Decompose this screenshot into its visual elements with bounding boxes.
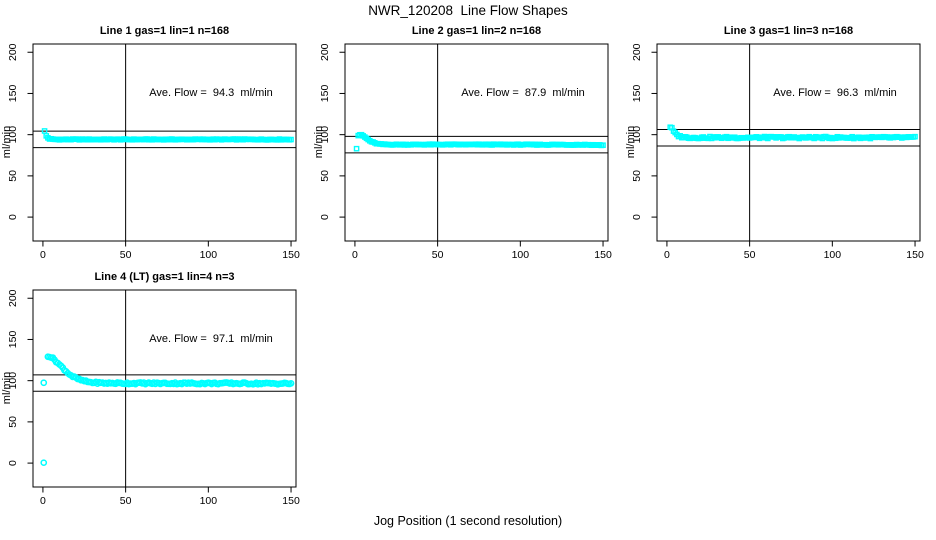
svg-text:150: 150 [282, 249, 300, 261]
svg-text:150: 150 [631, 85, 643, 103]
reference-lines [657, 44, 920, 241]
svg-text:50: 50 [7, 170, 19, 182]
ave-flow-annotation: Ave. Flow = 87.9 ml/min [461, 87, 585, 99]
svg-text:200: 200 [631, 43, 643, 61]
svg-text:50: 50 [432, 249, 444, 261]
panel-line-2: Line 2 gas=1 lin=2 n=168 ml/min Ave. Flo… [312, 20, 624, 267]
svg-text:100: 100 [200, 495, 218, 507]
svg-text:100: 100 [200, 249, 218, 261]
y-axis-ticks: 0 50 100 150 200 [319, 43, 345, 220]
ave-flow-annotation: Ave. Flow = 96.3 ml/min [773, 87, 897, 99]
svg-text:50: 50 [7, 416, 19, 428]
svg-text:150: 150 [594, 249, 612, 261]
panel-title-line-2: Line 2 gas=1 lin=2 n=168 [411, 25, 542, 37]
plot-area-line-2: 0 50 100 150 0 50 100 150 200 [319, 43, 612, 261]
panel-title-line-3: Line 3 gas=1 lin=3 n=168 [723, 25, 854, 37]
svg-text:0: 0 [40, 495, 46, 507]
reference-lines [33, 44, 296, 241]
svg-text:200: 200 [7, 289, 19, 307]
data-point-markers [667, 124, 918, 142]
svg-text:50: 50 [319, 170, 331, 182]
panel-line-1: Line 1 gas=1 lin=1 n=168 ml/min Ave. Flo… [0, 20, 312, 267]
svg-text:150: 150 [7, 85, 19, 103]
data-point-markers [41, 128, 294, 143]
svg-text:0: 0 [664, 249, 670, 261]
ave-flow-annotation: Ave. Flow = 94.3 ml/min [149, 87, 273, 99]
ave-flow-annotation: Ave. Flow = 97.1 ml/min [149, 333, 273, 345]
svg-text:150: 150 [282, 495, 300, 507]
svg-text:0: 0 [40, 249, 46, 261]
data-point-markers [40, 353, 295, 467]
svg-text:100: 100 [319, 126, 331, 144]
y-axis-ticks: 0 50 100 150 200 [7, 43, 33, 220]
svg-text:50: 50 [631, 170, 643, 182]
plot-area-line-4: 0 50 100 150 0 50 100 150 200 [7, 289, 300, 507]
x-axis-ticks: 0 50 100 150 [352, 241, 612, 261]
svg-text:100: 100 [824, 249, 842, 261]
x-axis-label: Jog Position (1 second resolution) [373, 514, 563, 528]
x-axis-ticks: 0 50 100 150 [40, 241, 300, 261]
panel-title-line-1: Line 1 gas=1 lin=1 n=168 [99, 25, 230, 37]
plot-area-line-1: 0 50 100 150 0 50 100 150 200 [7, 43, 300, 261]
svg-text:200: 200 [7, 43, 19, 61]
plot-box [32, 43, 297, 242]
svg-text:0: 0 [7, 460, 19, 466]
svg-text:100: 100 [512, 249, 530, 261]
panel-title-line-4: Line 4 (LT) gas=1 lin=4 n=3 [94, 271, 235, 283]
svg-text:200: 200 [319, 43, 331, 61]
svg-text:0: 0 [631, 214, 643, 220]
plot-box [32, 289, 297, 488]
svg-text:0: 0 [7, 214, 19, 220]
svg-text:100: 100 [7, 372, 19, 390]
y-axis-ticks: 0 50 100 150 200 [7, 289, 33, 466]
x-axis-ticks: 0 50 100 150 [40, 487, 300, 507]
svg-text:100: 100 [631, 126, 643, 144]
plot-area-line-3: 0 50 100 150 0 50 100 150 200 [631, 43, 924, 261]
panel-line-3: Line 3 gas=1 lin=3 n=168 ml/min Ave. Flo… [624, 20, 936, 267]
plot-box [656, 43, 921, 242]
panel-line-4: Line 4 (LT) gas=1 lin=4 n=3 ml/min Ave. … [0, 266, 312, 513]
svg-text:150: 150 [906, 249, 924, 261]
svg-text:150: 150 [319, 85, 331, 103]
svg-text:50: 50 [120, 495, 132, 507]
reference-lines [33, 290, 296, 487]
figure-title: NWR_120208 Line Flow Shapes [368, 3, 568, 18]
plot-box [344, 43, 609, 242]
svg-text:0: 0 [319, 214, 331, 220]
svg-text:100: 100 [7, 126, 19, 144]
y-axis-ticks: 0 50 100 150 200 [631, 43, 657, 220]
svg-text:50: 50 [744, 249, 756, 261]
svg-text:150: 150 [7, 331, 19, 349]
x-axis-ticks: 0 50 100 150 [664, 241, 924, 261]
data-point-markers [353, 131, 606, 152]
svg-text:50: 50 [120, 249, 132, 261]
svg-text:0: 0 [352, 249, 358, 261]
